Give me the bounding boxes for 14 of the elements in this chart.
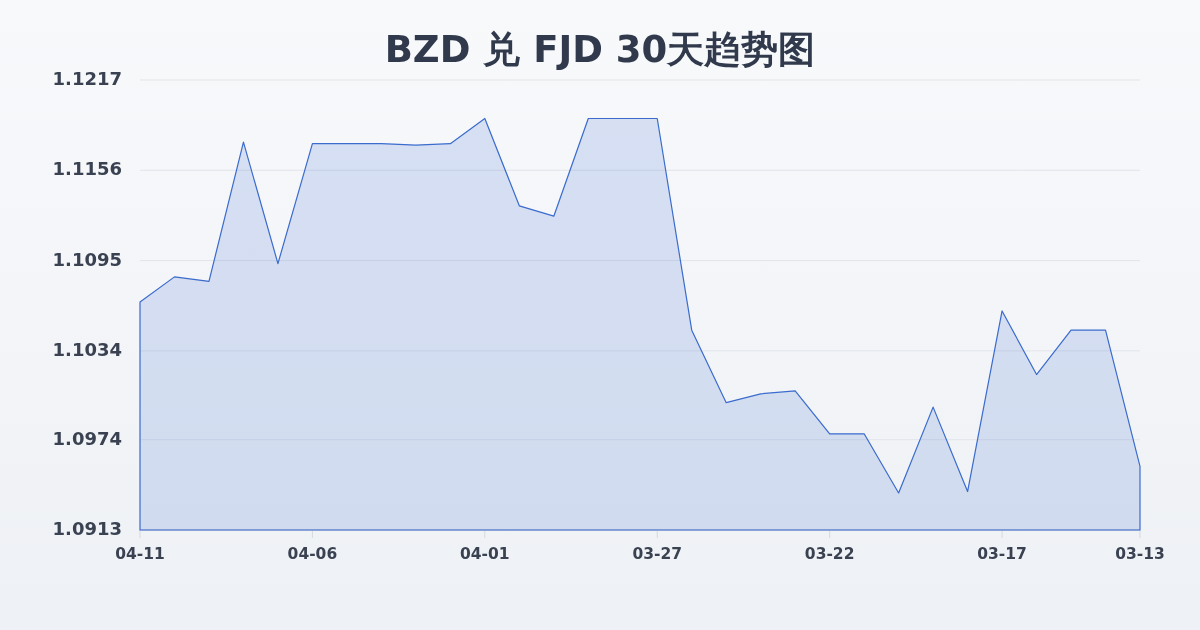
x-tick-label: 04-01 (460, 545, 510, 563)
y-tick-label: 1.1034 (52, 338, 122, 360)
y-tick-label: 1.0974 (52, 427, 122, 449)
x-tick-label: 04-11 (115, 545, 165, 563)
x-tick-label: 03-22 (804, 545, 855, 563)
chart-title: BZD 兑 FJD 30天趋势图 (384, 28, 816, 71)
y-tick-label: 1.1156 (52, 158, 122, 180)
y-tick-label: 1.1217 (52, 68, 122, 89)
x-tick-label: 03-27 (632, 545, 683, 563)
y-tick-label: 1.1095 (52, 248, 122, 270)
x-tick-label: 04-06 (287, 545, 338, 563)
y-tick-label: 1.0913 (52, 518, 122, 539)
x-tick-label: 03-17 (977, 545, 1027, 563)
x-tick-label: 03-13 (1115, 545, 1165, 563)
